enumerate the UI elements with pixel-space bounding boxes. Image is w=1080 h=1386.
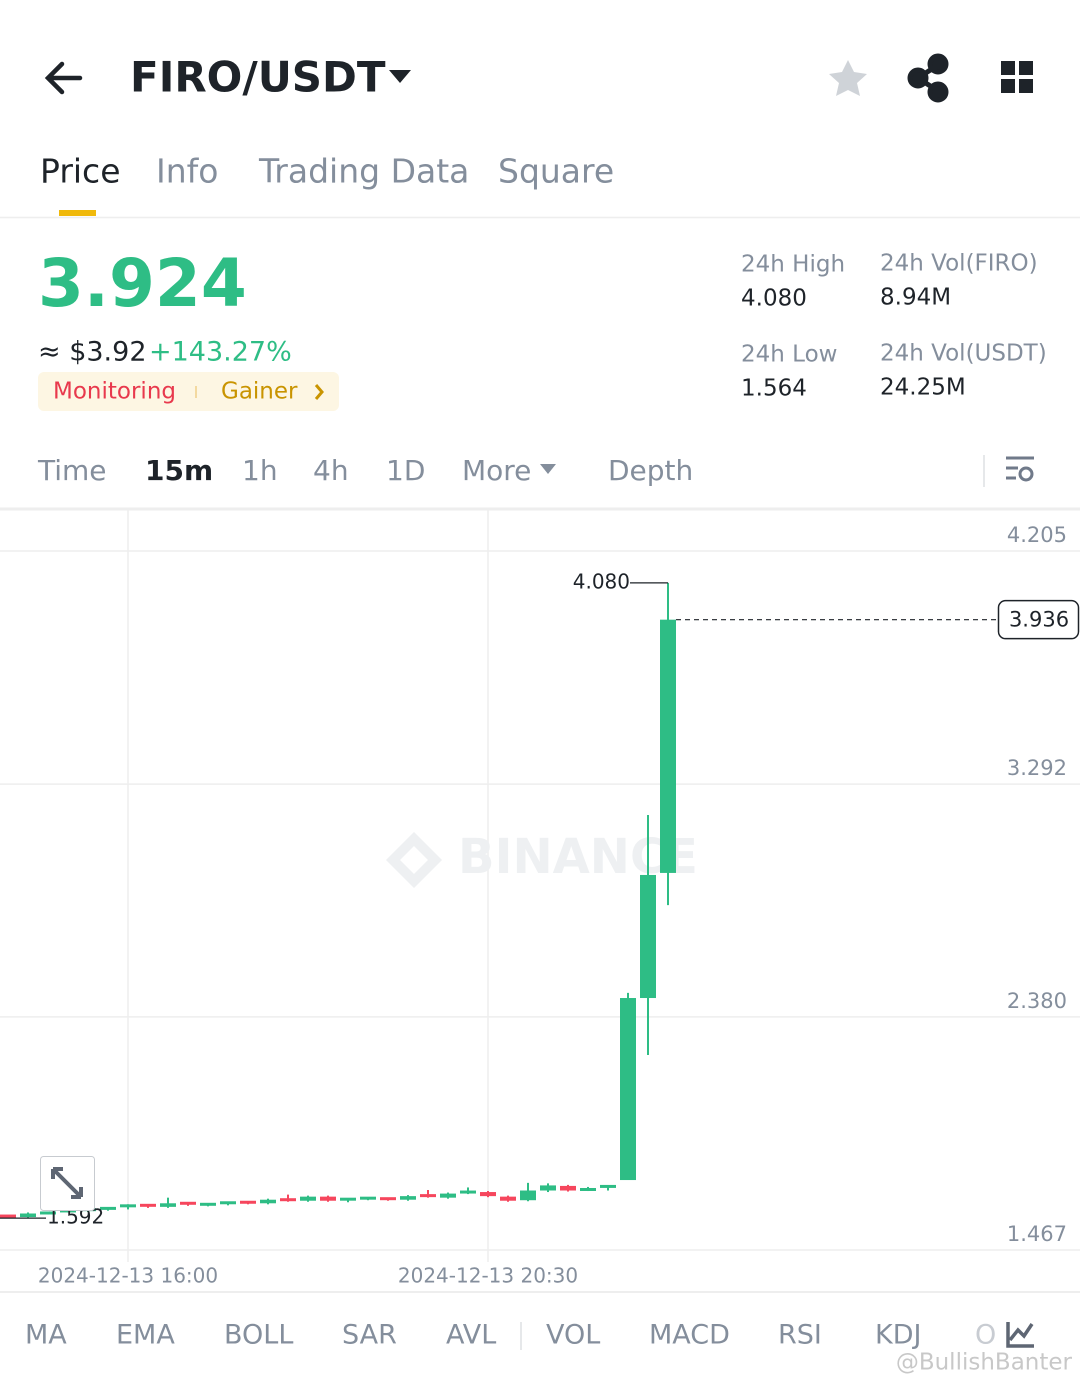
candle-body xyxy=(340,1197,356,1201)
candle-body xyxy=(400,1196,416,1200)
candle-body xyxy=(0,1214,16,1218)
y-tick-label: 3.292 xyxy=(1007,756,1067,780)
interval-tab[interactable]: Time xyxy=(37,454,107,487)
stat-label: 24h High xyxy=(741,252,845,278)
tab[interactable]: Info xyxy=(156,152,218,191)
x-tick-label: 2024-12-13 16:00 xyxy=(38,1264,218,1288)
back-button[interactable] xyxy=(44,61,83,95)
favorite-star[interactable] xyxy=(829,60,867,96)
candle-body xyxy=(240,1200,256,1204)
candle-body xyxy=(460,1190,476,1194)
tag-chevron xyxy=(314,384,324,400)
candle-body xyxy=(160,1203,176,1207)
tab[interactable]: Price xyxy=(40,152,121,191)
interval-tab[interactable]: 4h xyxy=(313,454,349,487)
interval-tab[interactable]: More xyxy=(462,454,531,487)
interval-tab[interactable]: Depth xyxy=(608,454,693,487)
more-dropdown[interactable] xyxy=(540,464,556,474)
indicator-tab[interactable]: MACD xyxy=(649,1320,730,1351)
stat-label: 24h Low xyxy=(741,342,837,368)
candle-body xyxy=(420,1194,436,1198)
indicator-tab[interactable]: RSI xyxy=(778,1320,822,1351)
candle-body xyxy=(480,1192,496,1197)
tag-monitoring: Monitoring xyxy=(53,379,176,405)
watermark-user: @BullishBanter xyxy=(896,1350,1073,1376)
candle-body xyxy=(580,1187,596,1191)
tab[interactable]: Trading Data xyxy=(258,152,469,191)
indicator-tab[interactable]: KDJ xyxy=(875,1320,921,1351)
candle-body xyxy=(120,1204,136,1208)
share-button[interactable] xyxy=(907,53,949,103)
candle-body xyxy=(360,1196,376,1200)
layout-button[interactable] xyxy=(1001,61,1033,93)
stat-value: 24.25M xyxy=(880,375,966,401)
y-tick-label: 2.380 xyxy=(1007,989,1067,1013)
stat-label: 24h Vol(FIRO) xyxy=(880,251,1038,277)
tab[interactable]: Square xyxy=(498,152,614,191)
candle-body xyxy=(40,1211,56,1215)
indicator-tab[interactable]: O xyxy=(975,1320,996,1351)
fullscreen-icon xyxy=(51,1167,83,1199)
y-tick-label: 1.467 xyxy=(1007,1222,1067,1246)
price-change: +143.27% xyxy=(149,337,292,368)
indicator-tab[interactable]: MA xyxy=(25,1320,67,1351)
stat-value: 8.94M xyxy=(880,285,951,311)
interval-tab[interactable]: 1D xyxy=(386,454,425,487)
candle-body xyxy=(500,1196,516,1201)
candle-body xyxy=(600,1184,616,1188)
tag-badge[interactable] xyxy=(38,372,339,411)
tag-gainer: Gainer xyxy=(221,379,298,405)
stat-value: 1.564 xyxy=(741,376,807,402)
last-price-label: 3.936 xyxy=(1009,608,1069,632)
usd-price: ≈ $3.92 xyxy=(38,337,147,368)
interval-tab[interactable]: 1h xyxy=(242,454,278,487)
last-price: 3.924 xyxy=(38,245,247,322)
candle-body xyxy=(560,1185,576,1191)
x-tick-label: 2024-12-13 20:30 xyxy=(398,1264,578,1288)
pair-title[interactable]: FIRO/USDT xyxy=(130,53,386,102)
indicator-tab[interactable]: VOL xyxy=(546,1320,600,1351)
last-price-box xyxy=(997,599,1080,640)
stat-value: 4.080 xyxy=(741,286,807,312)
candle-body xyxy=(620,998,636,1181)
indicator-settings[interactable] xyxy=(1006,1322,1034,1348)
indicator-tab[interactable]: AVL xyxy=(446,1320,496,1351)
watermark: BINANCE xyxy=(458,829,698,885)
candle-body xyxy=(180,1201,196,1205)
candle-body xyxy=(100,1206,116,1210)
indicator-tab[interactable]: SAR xyxy=(342,1320,397,1351)
candle-body xyxy=(140,1203,156,1207)
candle-body xyxy=(380,1197,396,1201)
tab-indicator xyxy=(59,210,96,216)
candle-body xyxy=(520,1190,536,1201)
candle-body xyxy=(440,1193,456,1198)
candle-body xyxy=(640,874,656,999)
high-label: 4.080 xyxy=(573,569,630,593)
y-tick-label: 4.205 xyxy=(1007,523,1067,547)
pair-dropdown[interactable] xyxy=(389,70,411,83)
chart-settings[interactable] xyxy=(1006,456,1034,482)
indicator-tab[interactable]: EMA xyxy=(116,1320,175,1351)
candle-body xyxy=(20,1213,36,1218)
candle-body xyxy=(260,1199,276,1204)
candle-body xyxy=(320,1196,336,1201)
watermark-logo xyxy=(386,832,442,888)
candle-body xyxy=(540,1185,556,1191)
indicator-tab[interactable]: BOLL xyxy=(224,1320,293,1351)
interval-tab[interactable]: 15m xyxy=(145,454,213,487)
candle-body xyxy=(280,1198,296,1202)
candle-body xyxy=(200,1202,216,1206)
candle-body xyxy=(300,1196,316,1201)
stat-label: 24h Vol(USDT) xyxy=(880,341,1047,367)
candle-body xyxy=(660,619,676,873)
candle-body xyxy=(220,1201,236,1205)
